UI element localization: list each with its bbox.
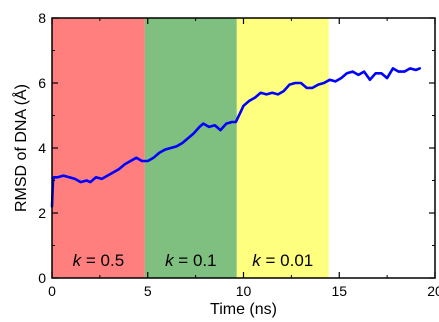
y-tick-label: 0 bbox=[38, 270, 46, 286]
region-labels: k = 0.5 k = 0.1 k = 0.01 bbox=[73, 251, 314, 270]
region-label-1: k = 0.5 bbox=[73, 251, 125, 270]
x-axis-label: Time (ns) bbox=[210, 301, 277, 318]
region-label-3: k = 0.01 bbox=[252, 251, 313, 270]
series-line-1 bbox=[50, 67, 422, 208]
region-3 bbox=[236, 18, 329, 278]
y-tick-label: 6 bbox=[38, 75, 46, 91]
x-tick-label: 10 bbox=[236, 283, 252, 299]
region-1 bbox=[52, 18, 145, 278]
x-tick-label: 20 bbox=[427, 283, 439, 299]
region-label-2: k = 0.1 bbox=[165, 251, 217, 270]
y-axis-label: RMSD of DNA (Å) bbox=[11, 84, 30, 212]
axis-ticks: 0 5 10 15 20 0 2 4 6 8 bbox=[38, 10, 439, 299]
region-2 bbox=[144, 18, 237, 278]
y-tick-label: 2 bbox=[38, 205, 46, 221]
y-tick-label: 4 bbox=[38, 140, 46, 156]
series-layer bbox=[50, 67, 422, 208]
x-tick-label: 0 bbox=[48, 283, 56, 299]
y-tick-label: 8 bbox=[38, 10, 46, 26]
x-tick-label: 5 bbox=[144, 283, 152, 299]
shaded-regions bbox=[52, 18, 329, 278]
x-tick-label: 15 bbox=[331, 283, 347, 299]
